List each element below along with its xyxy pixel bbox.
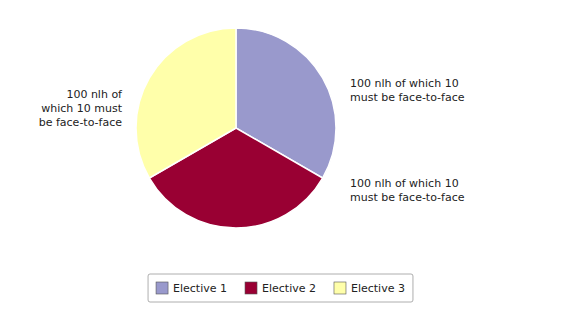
annotation: 100 nlh of which 10must be face-to-face xyxy=(350,177,465,204)
annotation: 100 nlh of which 10must be face-to-face xyxy=(350,77,465,104)
legend: Elective 1 Elective 2 Elective 3 xyxy=(148,274,413,302)
pie xyxy=(136,28,336,228)
legend-item: Elective 2 xyxy=(245,282,316,295)
annotation: 100 nlh ofwhich 10 mustbe face-to-face xyxy=(39,88,123,129)
legend-label: Elective 1 xyxy=(173,282,227,295)
pie-slice xyxy=(136,28,236,178)
legend-item: Elective 1 xyxy=(156,282,227,295)
legend-label: Elective 3 xyxy=(351,282,405,295)
chart: 100 nlh of which 10must be face-to-face 1… xyxy=(0,0,561,310)
legend-label: Elective 2 xyxy=(262,282,316,295)
legend-swatch xyxy=(334,282,346,294)
legend-box xyxy=(148,274,413,302)
legend-swatch xyxy=(156,282,168,294)
legend-swatch xyxy=(245,282,257,294)
legend-item: Elective 3 xyxy=(334,282,405,295)
